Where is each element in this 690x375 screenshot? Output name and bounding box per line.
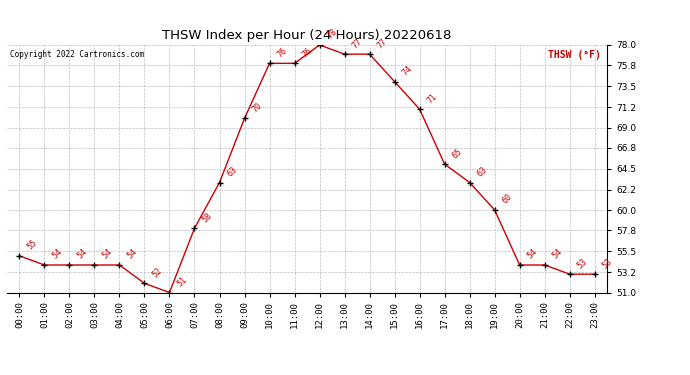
Text: 63: 63	[475, 165, 489, 178]
Text: 54: 54	[75, 248, 88, 261]
Text: 54: 54	[125, 248, 139, 261]
Text: 77: 77	[350, 37, 364, 50]
Text: 76: 76	[300, 46, 313, 59]
Text: 53: 53	[600, 256, 613, 270]
Text: 54: 54	[100, 248, 113, 261]
Text: 54: 54	[525, 248, 539, 261]
Text: THSW (°F): THSW (°F)	[549, 50, 601, 60]
Text: 65: 65	[450, 147, 464, 160]
Text: 74: 74	[400, 64, 413, 78]
Text: 54: 54	[550, 248, 564, 261]
Text: 76: 76	[275, 46, 288, 59]
Text: 54: 54	[50, 248, 63, 261]
Text: 53: 53	[575, 256, 589, 270]
Text: 70: 70	[250, 101, 264, 114]
Text: 71: 71	[425, 92, 439, 105]
Text: 63: 63	[225, 165, 239, 178]
Text: 58: 58	[200, 211, 213, 224]
Text: 77: 77	[375, 37, 388, 50]
Text: Copyright 2022 Cartronics.com: Copyright 2022 Cartronics.com	[10, 50, 144, 59]
Text: 51: 51	[175, 275, 188, 288]
Text: 60: 60	[500, 192, 513, 206]
Text: 78: 78	[325, 27, 339, 41]
Text: 52: 52	[150, 266, 164, 279]
Text: 55: 55	[25, 238, 39, 252]
Title: THSW Index per Hour (24 Hours) 20220618: THSW Index per Hour (24 Hours) 20220618	[162, 30, 452, 42]
